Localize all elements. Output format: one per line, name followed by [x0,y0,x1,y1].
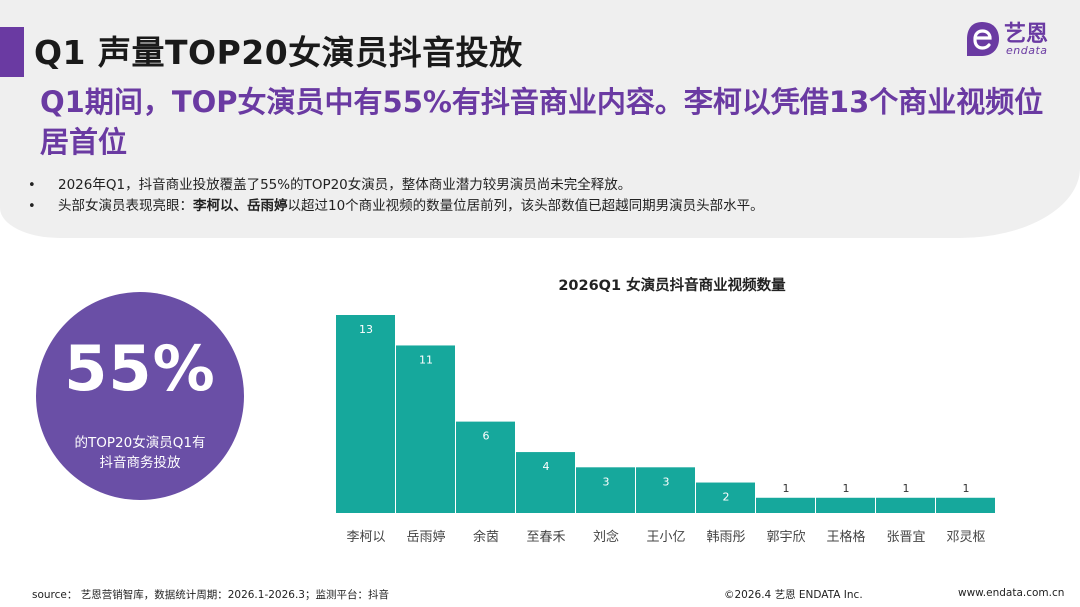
category-label: 岳雨婷 [406,529,445,545]
bar-邓灵枢 [936,497,995,513]
bullet-1-text: 2026年Q1，抖音商业投放覆盖了55%的TOP20女演员，整体商业潜力较男演员… [58,177,632,193]
category-label: 郭宇欣 [766,529,805,545]
bar-value-label: 13 [359,323,373,336]
bar-张晋宜 [876,497,935,513]
bullet-item-2: 头部女演员表现亮眼：李柯以、岳雨婷以超过10个商业视频的数量位居前列，该头部数值… [28,196,764,217]
bar-value-label: 4 [543,460,550,473]
bar-value-label: 1 [963,482,970,495]
bullet-list: 2026年Q1，抖音商业投放覆盖了55%的TOP20女演员，整体商业潜力较男演员… [28,175,764,217]
logo-name-en: endata [1006,44,1048,57]
highlight-percent: 55% [64,332,216,405]
category-label: 王小亿 [646,530,685,545]
category-label: 余茵 [473,529,499,545]
page-title: Q1 声量TOP20女演员抖音投放 [34,33,523,72]
bar-value-label: 6 [483,430,490,443]
page-subtitle: Q1期间，TOP女演员中有55%有抖音商业内容。李柯以凭借13个商业视频位居首位 [40,85,1044,159]
bullet-2-bold: 李柯以、岳雨婷 [193,198,288,214]
highlight-circle: 55% 的TOP20女演员Q1有 抖音商务投放 [36,292,244,500]
bar-value-label: 3 [603,475,610,488]
category-label: 刘念 [593,529,619,545]
chart-title: 2026Q1 女演员抖音商业视频数量 [558,276,786,294]
logo-name-cn: 艺恩 [1004,22,1049,47]
highlight-description: 的TOP20女演员Q1有 抖音商务投放 [36,433,244,473]
bar-刘念 [576,467,635,513]
footer-source: source： 艺恩营销智库，数据统计周期：2026.1-2026.3；监测平台… [32,589,389,601]
bar-韩雨彤 [696,482,755,513]
bullet-2-text: 以超过10个商业视频的数量位居前列，该头部数值已超越同期男演员头部水平。 [287,198,764,214]
chart-bars: 13 李柯以 11 岳雨婷 6 余茵 4 至春禾 3 刘念 3 王小亿 2 韩雨彤 1 郭宇欣 1 王格格 1 张晋宜… [336,315,995,545]
footer-url[interactable]: www.endata.com.cn [958,587,1065,599]
bar-value-label: 1 [783,482,790,495]
bar-李柯以 [336,315,395,513]
category-label: 张晋宜 [886,530,925,545]
highlight-description-line1: 的TOP20女演员Q1有 [74,435,206,451]
bar-郭宇欣 [756,497,815,513]
bar-value-label: 1 [903,482,910,495]
category-label: 韩雨彤 [706,530,745,545]
bar-王小亿 [636,467,695,513]
bar-王格格 [816,497,875,513]
bar-value-label: 11 [419,353,433,366]
highlight-description-line2: 抖音商务投放 [99,455,181,471]
category-label: 李柯以 [346,530,385,545]
title-accent-bar [0,27,24,77]
bullet-item-1: 2026年Q1，抖音商业投放覆盖了55%的TOP20女演员，整体商业潜力较男演员… [28,175,764,196]
bar-余茵 [456,421,515,513]
bar-至春禾 [516,452,575,513]
bullet-2-prefix: 头部女演员表现亮眼： [58,198,193,214]
bar-value-label: 2 [723,491,730,504]
footer-copyright: ©2026.4 艺恩 ENDATA Inc. [724,589,863,601]
endata-logo-icon [967,22,999,56]
category-label: 至春禾 [526,530,565,545]
category-label: 王格格 [826,529,865,545]
endata-logo: 艺恩 endata [963,16,1068,60]
bar-岳雨婷 [396,345,455,513]
category-label: 邓灵枢 [946,530,985,545]
bar-value-label: 3 [663,475,670,488]
bar-value-label: 1 [843,482,850,495]
